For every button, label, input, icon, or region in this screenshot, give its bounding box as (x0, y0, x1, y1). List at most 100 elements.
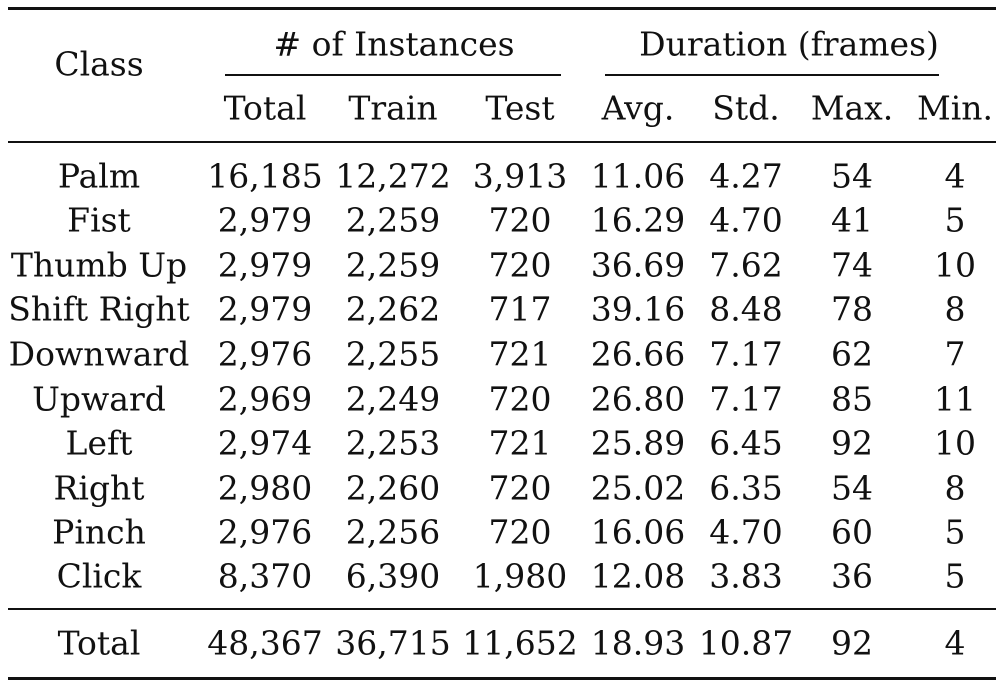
table-cell: 6.35 (709, 468, 783, 508)
table-cell: 12.08 (590, 556, 686, 596)
table-cell: 2,980 (217, 468, 313, 508)
table-cell: 6,390 (345, 556, 441, 596)
table-cell: 10 (934, 423, 976, 463)
row-class-palm: Palm (57, 156, 141, 196)
table-cell: 4 (944, 156, 966, 196)
table-cell: 2,253 (345, 423, 441, 463)
table-cell: 721 (488, 423, 552, 463)
table-cell: 8.48 (709, 289, 783, 329)
total-cell: 18.93 (590, 623, 686, 663)
table-cell: 11 (934, 379, 976, 419)
column-header-min: Min. (916, 88, 994, 128)
table-cell: 60 (831, 512, 873, 552)
table-cell: 25.02 (590, 468, 686, 508)
table-cell: 16.29 (590, 200, 686, 240)
table-cell: 36.69 (590, 245, 686, 285)
total-cell: 11,652 (462, 623, 578, 663)
table-cell: 2,262 (345, 289, 441, 329)
table-cell: 41 (831, 200, 873, 240)
row-class-downward: Downward (8, 334, 190, 374)
total-cell: 92 (831, 623, 873, 663)
table-cell: 4.27 (709, 156, 783, 196)
table-cell: 2,976 (217, 334, 313, 374)
table-cell: 85 (831, 379, 873, 419)
table-cell: 25.89 (590, 423, 686, 463)
column-header-max: Max. (810, 88, 894, 128)
table-cell: 2,979 (217, 200, 313, 240)
table-cell: 7 (944, 334, 966, 374)
table-cell: 4.70 (709, 200, 783, 240)
table-cell: 2,255 (345, 334, 441, 374)
table-cell: 16,185 (207, 156, 323, 196)
table-cell: 8,370 (217, 556, 313, 596)
table-cell: 720 (488, 468, 552, 508)
table-cell: 16.06 (590, 512, 686, 552)
table-cell: 3,913 (472, 156, 568, 196)
total-cell: 48,367 (207, 623, 323, 663)
total-cell: 36,715 (335, 623, 451, 663)
header-bottom-rule (8, 141, 996, 143)
row-class-fist: Fist (67, 200, 131, 240)
table-cell: 720 (488, 200, 552, 240)
row-class-pinch: Pinch (52, 512, 146, 552)
table-cell: 7.17 (709, 379, 783, 419)
table-cell: 36 (831, 556, 873, 596)
row-class-click: Click (56, 556, 142, 596)
duration-group-header: Duration (frames) (639, 24, 939, 64)
bottom-rule (8, 677, 996, 680)
column-header-std: Std. (712, 88, 780, 128)
duration-group-rule (605, 74, 939, 76)
table-cell: 7.62 (709, 245, 783, 285)
table-cell: 11.06 (590, 156, 686, 196)
row-class-upward: Upward (32, 379, 166, 419)
table-cell: 720 (488, 245, 552, 285)
table-cell: 2,259 (345, 200, 441, 240)
table-cell: 12,272 (335, 156, 451, 196)
table-cell: 2,249 (345, 379, 441, 419)
column-header-avg: Avg. (601, 88, 675, 128)
table-cell: 62 (831, 334, 873, 374)
table-cell: 2,974 (217, 423, 313, 463)
table-cell: 2,979 (217, 245, 313, 285)
table-cell: 5 (944, 556, 966, 596)
top-rule (8, 7, 996, 10)
table-cell: 2,260 (345, 468, 441, 508)
table-cell: 2,976 (217, 512, 313, 552)
table-cell: 8 (944, 468, 966, 508)
table-cell: 2,969 (217, 379, 313, 419)
table-cell: 2,979 (217, 289, 313, 329)
table-cell: 26.66 (590, 334, 686, 374)
table-cell: 3.83 (709, 556, 783, 596)
table-cell: 7.17 (709, 334, 783, 374)
row-class-thumb-up: Thumb Up (10, 245, 188, 285)
table-cell: 54 (831, 156, 873, 196)
row-class-shift-right: Shift Right (8, 289, 190, 329)
table-cell: 717 (488, 289, 552, 329)
row-class-left: Left (65, 423, 133, 463)
total-row-label: Total (57, 623, 141, 663)
table-cell: 10 (934, 245, 976, 285)
row-class-right: Right (53, 468, 145, 508)
table-cell: 78 (831, 289, 873, 329)
column-header-test: Test (485, 88, 555, 128)
table-cell: 54 (831, 468, 873, 508)
instances-group-rule (225, 74, 561, 76)
table-cell: 2,256 (345, 512, 441, 552)
total-cell: 4 (944, 623, 966, 663)
table-cell: 4.70 (709, 512, 783, 552)
total-separator-rule (8, 608, 996, 610)
table-cell: 39.16 (590, 289, 686, 329)
table-cell: 720 (488, 512, 552, 552)
table-cell: 8 (944, 289, 966, 329)
instances-group-header: # of Instances (273, 24, 515, 64)
column-header-total: Total (223, 88, 307, 128)
column-header-train: Train (348, 88, 438, 128)
table-cell: 26.80 (590, 379, 686, 419)
table-cell: 74 (831, 245, 873, 285)
table-cell: 92 (831, 423, 873, 463)
table-cell: 720 (488, 379, 552, 419)
class-column-header: Class (54, 44, 144, 84)
table-cell: 6.45 (709, 423, 783, 463)
table-cell: 1,980 (472, 556, 568, 596)
table-cell: 5 (944, 512, 966, 552)
